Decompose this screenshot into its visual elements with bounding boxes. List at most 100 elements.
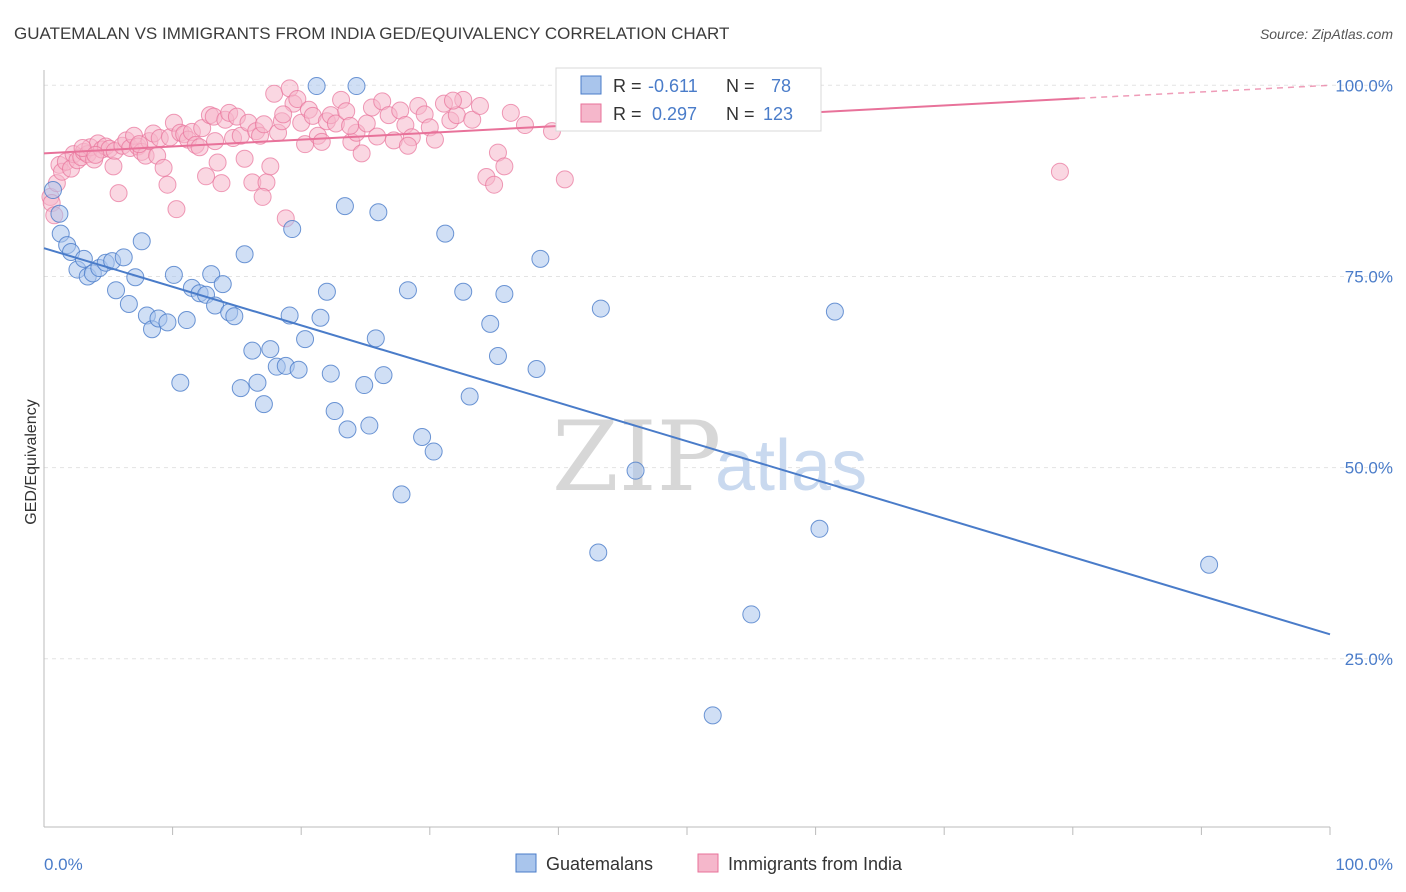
guatemalan-point [338,420,357,439]
guatemalan-trend-line [43,247,1331,636]
stats-n-label-guatemalans: N = [726,76,755,96]
india-point [253,187,272,206]
guatemalan-point [703,706,722,725]
stats-n-value-guatemalans: 78 [771,76,791,96]
guatemalan-point [436,224,455,243]
guatemalan-point [626,461,645,480]
guatemalan-point [825,302,844,321]
chart-title: GUATEMALAN VS IMMIGRANTS FROM INDIA GED/… [14,24,729,43]
guatemalan-point [283,220,302,239]
india-point [443,91,462,110]
watermark-atlas: atlas [715,426,867,506]
y-tick-labels: 25.0% 50.0% 75.0% 100.0% [1335,76,1393,668]
stats-legend: R = -0.611 N = 78 R = 0.297 N = 123 [555,67,822,132]
guatemalan-point [248,373,267,392]
india-point [274,105,293,124]
x-tick-label-min: 0.0% [44,855,83,874]
guatemalan-point [398,281,417,300]
india-point [555,170,574,189]
legend-label-guatemalans: Guatemalans [546,854,653,874]
stats-r-value-guatemalans: -0.611 [648,76,698,96]
india-point [463,110,482,129]
india-point [265,84,284,103]
guatemalan-point [527,359,546,378]
guatemalan-point [810,519,829,538]
india-point [86,145,105,164]
stats-n-label-india: N = [726,104,755,124]
india-point [501,103,520,122]
guatemalan-point [366,329,385,348]
guatemalan-point [107,281,126,300]
legend-swatch-guatemalans [515,853,537,873]
guatemalan-point [254,395,273,414]
guatemalan-point [460,387,479,406]
guatemalan-point [231,379,250,398]
guatemalan-point [119,294,138,313]
x-axis-ticks [172,827,1331,835]
guatemalan-point [296,330,315,349]
india-point [341,116,360,135]
guatemalan-point [360,416,379,435]
guatemalan-point [225,307,244,326]
india-point [190,138,209,157]
legend-swatch-india [697,853,719,873]
guatemalan-point [311,308,330,327]
india-point [470,96,489,115]
india-point [352,144,371,163]
stats-r-value-india: 0.297 [652,104,697,124]
guatemalan-point [488,346,507,365]
stats-r-label-guatemalans: R = [613,76,642,96]
y-tick-label: 75.0% [1345,267,1393,286]
guatemalan-point [1200,555,1219,574]
guatemalan-point [158,313,177,332]
guatemalan-point [235,245,254,264]
guatemalan-point [374,366,393,385]
india-points [41,79,1069,228]
source-label: Source: ZipAtlas.com [1260,26,1393,42]
india-point [154,158,173,177]
guatemalan-point [369,203,388,222]
stats-n-value-india: 123 [763,104,793,124]
india-point [1050,162,1069,181]
guatemalan-point [44,181,63,200]
guatemalan-points [44,77,1219,725]
india-point [197,167,216,186]
india-point [288,90,307,109]
guatemalan-point [202,265,221,284]
guatemalan-point [413,428,432,447]
y-axis-label: GED/Equivalency [23,399,40,524]
india-point [261,157,280,176]
india-point [235,149,254,168]
guatemalan-point [347,77,366,96]
y-tick-label: 100.0% [1335,76,1393,95]
guatemalan-point [164,265,183,284]
guatemalan-point [307,77,326,96]
guatemalan-point [742,605,761,624]
stats-r-label-india: R = [613,104,642,124]
y-tick-label: 50.0% [1345,459,1393,478]
india-point [495,157,514,176]
guatemalan-point [392,485,411,504]
trend-lines [43,84,1331,636]
guatemalan-point [454,282,473,301]
guatemalan-point [50,204,69,223]
stats-swatch-guatemalans [580,75,602,95]
india-trend-line-extension [1079,84,1331,100]
grid [44,84,1393,660]
guatemalan-point [321,364,340,383]
guatemalan-point [325,402,344,421]
guatemalan-point [243,341,262,360]
india-point [208,153,227,172]
legend-label-india: Immigrants from India [728,854,903,874]
guatemalan-point [289,360,308,379]
guatemalan-point [591,299,610,318]
guatemalan-point [589,543,608,562]
x-tick-label-max: 100.0% [1335,855,1393,874]
guatemalan-point [335,197,354,216]
india-point [158,175,177,194]
guatemalan-point [213,275,232,294]
watermark-zip: ZIP [552,401,721,513]
guatemalan-point [317,282,336,301]
india-point [254,115,273,134]
